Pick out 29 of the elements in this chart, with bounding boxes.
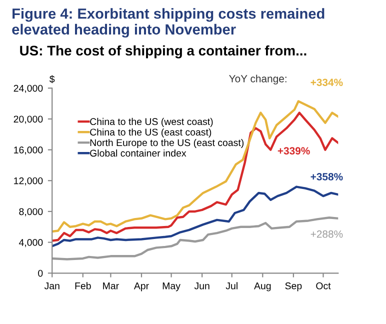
y-tick-label: 4,000 [18, 239, 43, 248]
chart-title: Figure 4: Exorbitant shipping costs remained elevated heading into November [12, 8, 324, 38]
y-tick-label: 12,000 [14, 177, 43, 186]
legend-label: Global container index [90, 149, 186, 157]
legend-label: China to the US (east coast) [90, 128, 212, 138]
annotation: +358% [310, 173, 343, 180]
text: +334% [310, 78, 343, 86]
y-tick-label: 8,000 [19, 208, 43, 216]
x-tick-label: Aug [254, 282, 271, 292]
y-tick-label: 20,000 [14, 116, 43, 124]
x-tick-label: Oct [316, 282, 331, 290]
x-tick-label: Jun [194, 282, 210, 290]
text: YoY change: [229, 74, 286, 84]
y-tick-label: 16,000 [14, 146, 43, 155]
x-tick-label: Jul [226, 282, 238, 290]
legend-label: North Europe to the US (east coast) [90, 138, 244, 148]
x-tick-label: Apr [134, 282, 149, 292]
x-tick-label: Jan [44, 282, 60, 290]
annotation: +339% [278, 147, 310, 155]
x-tick-label: Mar [103, 282, 119, 290]
x-tick-label: Feb [75, 282, 91, 290]
x-tick-label: May [162, 282, 180, 292]
y-tick-label: 0 [38, 270, 43, 277]
y-tick-label: 24,000 [14, 84, 43, 93]
x-tick-label: Sep [285, 282, 302, 292]
y-axis-title: $ [50, 75, 55, 84]
annotation: +288% [310, 230, 343, 238]
chart-subtitle: US: The cost of shipping a container from... [20, 45, 306, 58]
legend-label: China to the US (west coast) [90, 118, 213, 127]
